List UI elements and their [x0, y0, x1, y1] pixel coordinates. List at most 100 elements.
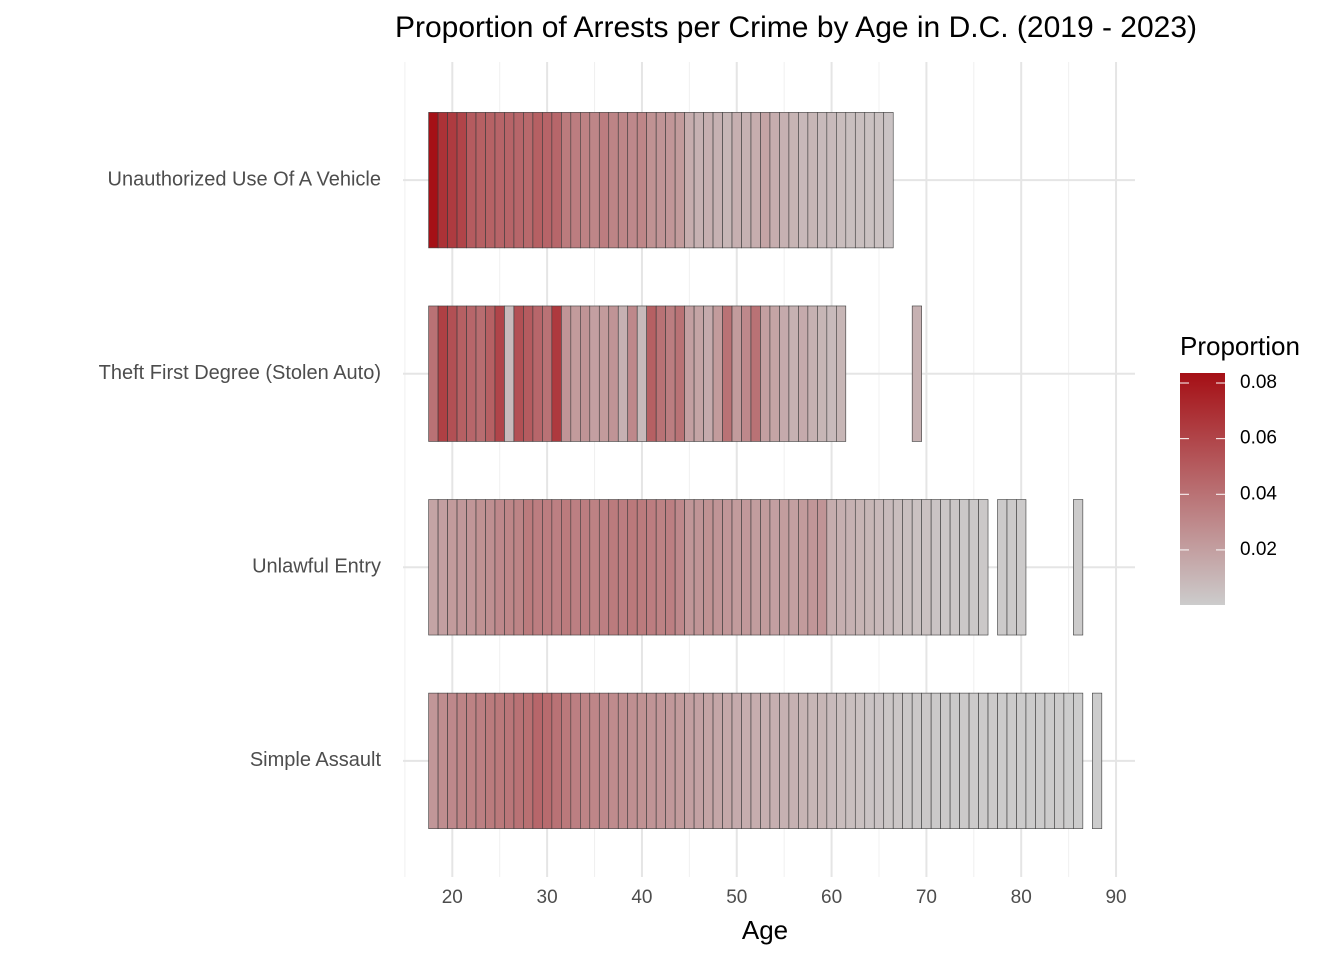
tile	[712, 305, 723, 442]
tile	[826, 692, 837, 829]
tile	[788, 112, 799, 249]
tile	[703, 112, 714, 249]
tile	[646, 499, 657, 636]
tile	[494, 692, 505, 829]
tile	[627, 499, 638, 636]
tile	[551, 499, 562, 636]
tile	[485, 692, 496, 829]
tile	[589, 305, 600, 442]
tile	[674, 305, 685, 442]
tile	[921, 692, 932, 829]
tile	[466, 692, 477, 829]
tile	[873, 499, 885, 636]
tile	[864, 692, 875, 829]
tile	[532, 305, 543, 442]
tile	[598, 499, 610, 636]
tile	[817, 112, 828, 249]
tile	[949, 499, 960, 636]
tile	[580, 692, 591, 829]
tile	[684, 499, 695, 636]
tile	[561, 499, 572, 636]
tile	[447, 112, 458, 249]
tile	[580, 305, 591, 442]
tile	[561, 112, 572, 249]
tile	[456, 692, 467, 829]
tile	[750, 112, 761, 249]
tile	[987, 692, 998, 829]
tile	[854, 499, 866, 636]
tile	[750, 499, 761, 636]
tile	[836, 692, 847, 829]
tile	[788, 499, 799, 636]
tile	[475, 499, 486, 636]
tile	[826, 499, 837, 636]
tile	[617, 692, 629, 829]
tile	[854, 112, 866, 249]
tile	[598, 692, 610, 829]
tile	[883, 112, 894, 249]
tile	[788, 305, 799, 442]
tile	[437, 692, 448, 829]
tile	[485, 305, 496, 442]
tile	[798, 305, 809, 442]
tile	[769, 112, 780, 249]
tile	[428, 305, 439, 442]
tile	[779, 305, 790, 442]
tile	[968, 499, 979, 636]
tile	[703, 305, 714, 442]
x-axis-label: Age	[742, 915, 788, 945]
tile	[854, 692, 866, 829]
tile	[589, 692, 600, 829]
tile	[646, 305, 657, 442]
x-tick-label: 30	[537, 887, 558, 908]
tile	[598, 112, 610, 249]
tile	[693, 305, 704, 442]
tile	[617, 499, 629, 636]
tile	[1025, 692, 1036, 829]
tile	[523, 499, 534, 636]
tile	[494, 305, 505, 442]
tile	[466, 112, 477, 249]
tile	[608, 305, 619, 442]
tile	[674, 112, 685, 249]
tile	[655, 692, 666, 829]
tile	[1016, 499, 1027, 636]
tile	[741, 112, 752, 249]
tile	[523, 305, 534, 442]
x-tick-label: 40	[631, 887, 652, 908]
tile	[807, 112, 818, 249]
tile	[911, 692, 922, 829]
x-tick-label: 50	[726, 887, 747, 908]
tile	[1054, 692, 1065, 829]
tile	[561, 692, 572, 829]
tile	[665, 112, 676, 249]
tile	[570, 305, 581, 442]
tile	[684, 112, 695, 249]
tile	[817, 305, 828, 442]
tile	[1044, 692, 1055, 829]
tile	[722, 692, 733, 829]
tile	[636, 692, 647, 829]
tile	[523, 112, 534, 249]
y-tick-label: Theft First Degree (Stolen Auto)	[99, 362, 381, 384]
tile	[902, 499, 913, 636]
tile	[892, 692, 903, 829]
tile	[693, 692, 704, 829]
tile	[807, 499, 818, 636]
tile	[542, 692, 553, 829]
tile	[447, 305, 458, 442]
legend-tick-label: 0.02	[1240, 539, 1277, 560]
tile	[968, 692, 979, 829]
tile	[1035, 692, 1046, 829]
tile	[504, 692, 515, 829]
tile	[978, 499, 989, 636]
tile	[570, 112, 581, 249]
tile	[513, 305, 524, 442]
tile	[760, 305, 771, 442]
tile	[731, 499, 742, 636]
tile	[731, 305, 742, 442]
tile	[741, 499, 752, 636]
tile	[542, 305, 553, 442]
x-tick-label: 80	[1011, 887, 1032, 908]
